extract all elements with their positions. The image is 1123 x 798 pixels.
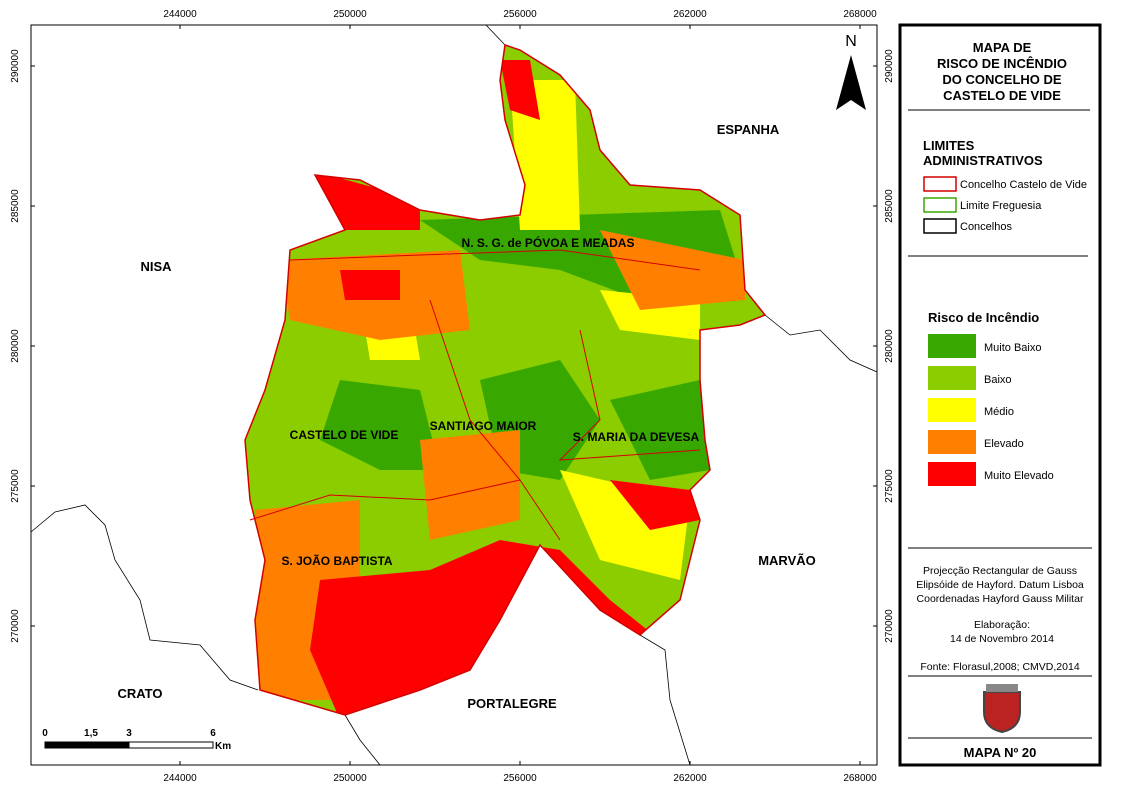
y-coordinate-label: 275000	[10, 469, 21, 503]
legend-label: Muito Elevado	[984, 470, 1054, 482]
scale-label: 6	[210, 728, 216, 739]
map-title: CASTELO DE VIDE	[943, 88, 1061, 103]
scale-label: 1,5	[84, 728, 98, 739]
projection-note: Projecção Rectangular de Gauss	[923, 565, 1077, 577]
y-coordinate-label: 275000	[884, 469, 895, 503]
legend-heading: ADMINISTRATIVOS	[923, 153, 1043, 168]
y-coordinate-label: 285000	[10, 189, 21, 223]
x-coordinate-label: 250000	[333, 9, 367, 20]
parish-label: S. JOÃO BAPTISTA	[281, 553, 392, 568]
risk-area-medium	[510, 80, 580, 230]
risk-area-very-high	[340, 270, 400, 300]
legend-label: Limite Freguesia	[960, 200, 1042, 212]
x-coordinate-label: 268000	[843, 773, 877, 784]
parish-label: N. S. G. de PÓVOA E MEADAS	[462, 235, 635, 250]
legend-label: Concelhos	[960, 221, 1012, 233]
legend-swatch	[923, 197, 957, 213]
elaboration-note: Elaboração:	[974, 619, 1030, 631]
projection-note: Coordenadas Hayford Gauss Militar	[917, 593, 1084, 605]
risk-area-very-high	[500, 60, 540, 120]
place-label: NISA	[140, 259, 172, 274]
north-label: N	[845, 33, 857, 50]
x-coordinate-label: 244000	[163, 773, 197, 784]
legend-swatch	[928, 366, 976, 390]
y-coordinate-label: 270000	[884, 609, 895, 643]
y-coordinate-label: 270000	[10, 609, 21, 643]
source-note: Fonte: Florasul,2008; CMVD,2014	[920, 661, 1079, 673]
projection-note: Elipsóide de Hayford. Datum Lisboa	[916, 579, 1084, 591]
parish-label: SANTIAGO MAIOR	[430, 419, 537, 433]
legend-swatch	[928, 430, 976, 454]
x-coordinate-label: 262000	[673, 773, 707, 784]
parish-label: CASTELO DE VIDE	[290, 428, 399, 442]
risk-area-very-low	[320, 380, 440, 470]
y-coordinate-label: 280000	[884, 329, 895, 363]
north-arrow: N	[836, 33, 866, 110]
x-coordinate-label: 256000	[503, 773, 537, 784]
x-coordinate-label: 262000	[673, 9, 707, 20]
legend-swatch	[928, 334, 976, 358]
place-label: CRATO	[117, 686, 162, 701]
scale-label: 3	[126, 728, 132, 739]
legend-heading: LIMITES	[923, 138, 975, 153]
map-title: MAPA DE	[973, 40, 1032, 55]
legend-label: Baixo	[984, 374, 1012, 386]
place-label: MARVÃO	[758, 553, 816, 568]
legend-label: Elevado	[984, 438, 1024, 450]
place-label: PORTALEGRE	[467, 696, 557, 711]
legend-heading: Risco de Incêndio	[928, 310, 1039, 325]
risk-area-very-high	[610, 480, 700, 530]
x-coordinate-label: 250000	[333, 773, 367, 784]
y-coordinate-label: 290000	[10, 49, 21, 83]
risk-area-high	[600, 230, 745, 310]
y-coordinate-label: 280000	[10, 329, 21, 363]
x-coordinate-label: 268000	[843, 9, 877, 20]
legend-label: Muito Baixo	[984, 342, 1041, 354]
legend-swatch	[923, 218, 957, 234]
scale-unit: Km	[215, 741, 231, 752]
legend-swatch	[928, 398, 976, 422]
risk-area-high	[420, 430, 520, 540]
map-number: MAPA Nº 20	[964, 745, 1037, 760]
y-coordinate-label: 285000	[884, 189, 895, 223]
legend-swatch	[928, 462, 976, 486]
coat-of-arms	[983, 691, 1021, 734]
risk-area-very-low	[610, 380, 710, 480]
place-label: ESPANHA	[717, 122, 780, 137]
parish-label: S. MARIA DA DEVESA	[573, 430, 700, 444]
elaboration-note: 14 de Novembro 2014	[950, 633, 1054, 645]
map-title: RISCO DE INCÊNDIO	[937, 56, 1067, 71]
scale-bar	[44, 741, 214, 749]
x-coordinate-label: 256000	[503, 9, 537, 20]
parish-limits	[249, 249, 701, 541]
y-coordinate-label: 290000	[884, 49, 895, 83]
x-coordinate-label: 244000	[163, 9, 197, 20]
legend-label: Concelho Castelo de Vide	[960, 179, 1087, 191]
scale-label: 0	[42, 728, 48, 739]
concelho-boundaries	[30, 24, 878, 766]
legend-swatch	[923, 176, 957, 192]
legend-label: Médio	[984, 406, 1014, 418]
risk-surface	[245, 45, 765, 715]
map-title: DO CONCELHO DE	[942, 72, 1062, 87]
legend-panel	[898, 23, 1102, 767]
coat-of-arms-crown	[986, 684, 1018, 692]
